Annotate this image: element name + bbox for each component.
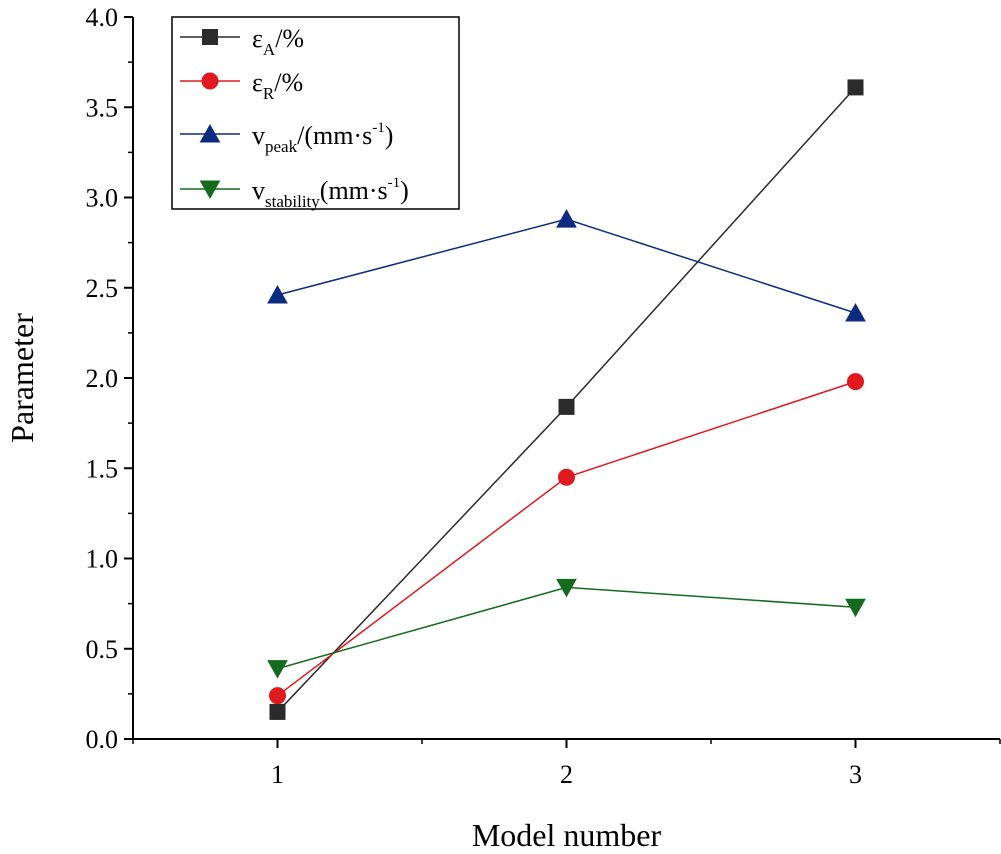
legend-label-eA: εA/% (252, 24, 304, 59)
legend-label-end: ) (385, 121, 394, 150)
data-point-eA (269, 703, 286, 720)
legend-marker-vstab (199, 180, 221, 200)
legend-label-superscript: -1 (372, 120, 385, 136)
legend-label-main: ε (252, 24, 263, 53)
x-tick-label: 3 (849, 760, 862, 789)
legend-label-subscript: R (263, 84, 275, 103)
legend-label-eR: εR/% (252, 68, 303, 103)
y-ticks: 0.0 0.5 1.0 1.5 2.0 2.5 3.0 3.5 4.0 (86, 3, 133, 754)
series-layer (267, 79, 866, 720)
legend-label-unit: /% (275, 24, 304, 53)
x-ticks: 1 2 3 (132, 739, 1001, 789)
legend-label-unit: /(mm·s (297, 121, 372, 150)
legend-label-subscript: peak (265, 137, 298, 156)
y-tick-label: 0.0 (86, 725, 119, 754)
legend-label-unit: /% (274, 68, 303, 97)
data-point-eA (847, 79, 864, 96)
legend-label-vstab: vstability(mm·s-1) (252, 175, 409, 211)
y-axis-title: Parameter (4, 313, 40, 443)
legend-label-vpeak: vpeak/(mm·s-1) (252, 120, 393, 156)
legend-label-end: ) (400, 176, 409, 205)
y-tick-label: 2.5 (86, 274, 119, 303)
data-point-eR (269, 687, 286, 705)
data-point-vstab (845, 598, 866, 618)
data-point-eR (558, 468, 575, 486)
data-point-vpeak (267, 284, 288, 304)
data-point-eA (558, 398, 575, 415)
y-tick-label: 1.0 (86, 545, 119, 574)
legend-label-subscript: A (263, 40, 276, 59)
legend-marker-eA (202, 29, 218, 45)
legend-box (171, 16, 460, 210)
legend-label-main: v (252, 176, 265, 205)
x-tick-label: 2 (560, 760, 573, 789)
series-line-eR (277, 380, 856, 697)
legend: εA/%εR/%vpeak/(mm·s-1)vstability(mm·s-1) (171, 16, 460, 211)
data-point-vstab (267, 660, 288, 679)
data-point-vstab (556, 578, 577, 598)
data-point-eR (847, 373, 864, 391)
series-line-vstab (277, 586, 856, 670)
x-tick-label: 1 (271, 760, 284, 789)
legend-label-subscript: stability (265, 192, 320, 211)
y-tick-label: 1.5 (86, 454, 119, 483)
series-vpeak (267, 209, 866, 322)
y-tick-label: 3.5 (86, 93, 119, 122)
legend-label-superscript: -1 (388, 175, 401, 191)
series-line-vpeak (277, 218, 856, 314)
y-tick-label: 3.0 (86, 184, 119, 213)
series-eR (269, 373, 864, 705)
data-point-vpeak (845, 302, 866, 322)
legend-marker-eR (201, 72, 219, 90)
data-point-vpeak (556, 209, 577, 228)
x-axis-title: Model number (472, 817, 662, 853)
series-eA (269, 79, 864, 720)
series-vstab (267, 578, 866, 679)
y-tick-label: 0.5 (86, 635, 119, 664)
legend-label-unit: (mm·s (320, 176, 388, 205)
legend-label-main: v (252, 121, 265, 150)
legend-marker-vpeak (199, 123, 221, 143)
legend-label-main: ε (252, 68, 263, 97)
y-tick-label: 2.0 (86, 364, 119, 393)
y-tick-label: 4.0 (86, 3, 119, 32)
